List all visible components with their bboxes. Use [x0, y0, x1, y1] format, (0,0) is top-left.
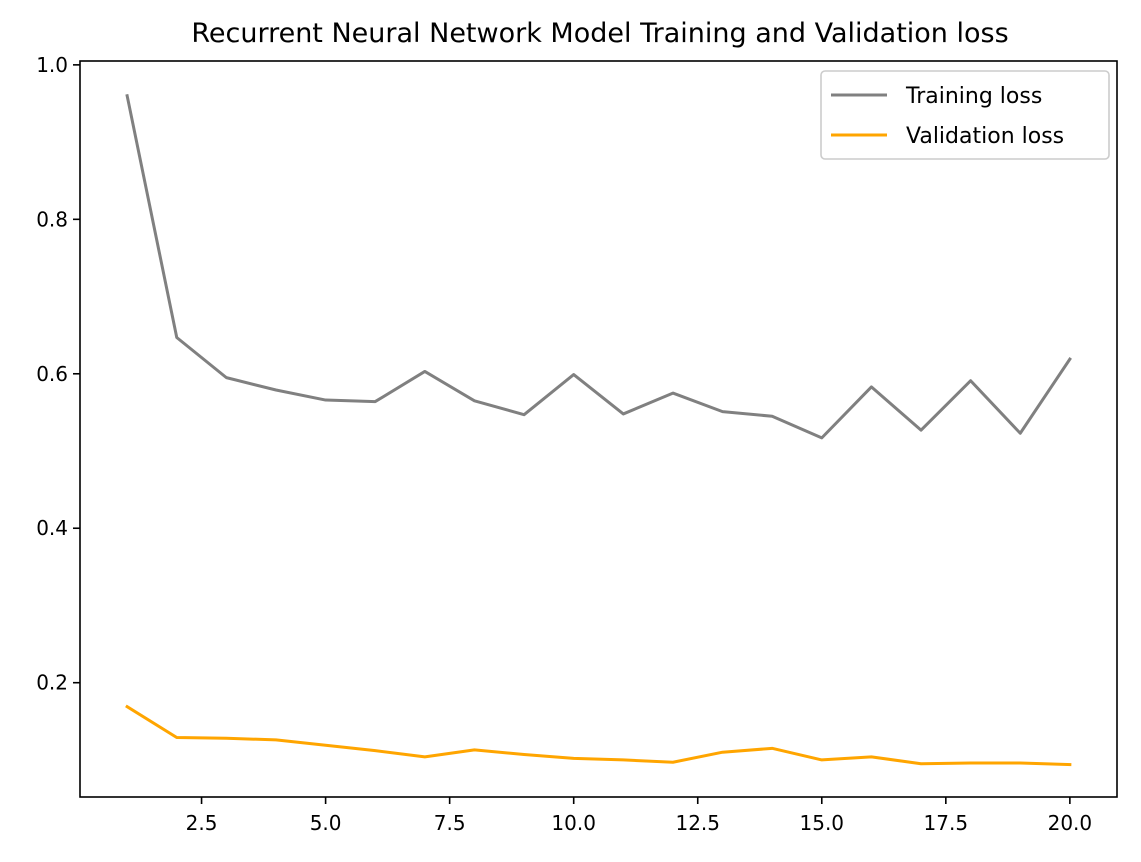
x-tick-label: 15.0: [800, 811, 845, 835]
legend-label-validation-loss: Validation loss: [906, 124, 1064, 149]
y-tick-label: 0.6: [36, 362, 68, 386]
y-tick-label: 0.2: [36, 671, 68, 695]
x-tick-label: 20.0: [1048, 811, 1093, 835]
y-tick-label: 0.8: [36, 207, 68, 231]
legend: Training loss Validation loss: [820, 70, 1110, 160]
x-tick-label: 2.5: [186, 811, 218, 835]
axes-frame: [79, 60, 1118, 798]
series-line-validation-loss: [125, 704, 1072, 767]
x-tick-label: 7.5: [434, 811, 466, 835]
y-tick-label: 0.4: [36, 516, 68, 540]
x-tick-label: 5.0: [310, 811, 342, 835]
x-tick-label: 10.0: [551, 811, 596, 835]
x-tick-label: 12.5: [675, 811, 720, 835]
legend-label-training-loss: Training loss: [905, 84, 1042, 109]
chart-title: Recurrent Neural Network Model Training …: [191, 18, 1008, 49]
plot-area: [125, 93, 1072, 767]
series-line-training-loss: [125, 93, 1072, 440]
x-tick-label: 17.5: [924, 811, 969, 835]
y-tick-label: 1.0: [36, 53, 68, 77]
axes: 2.5 5.0 7.5 10.0 12.5 15.0 17.5 20.0 0.2 0.4 0.6 0.…: [36, 53, 1118, 835]
legend-box: [820, 70, 1110, 160]
